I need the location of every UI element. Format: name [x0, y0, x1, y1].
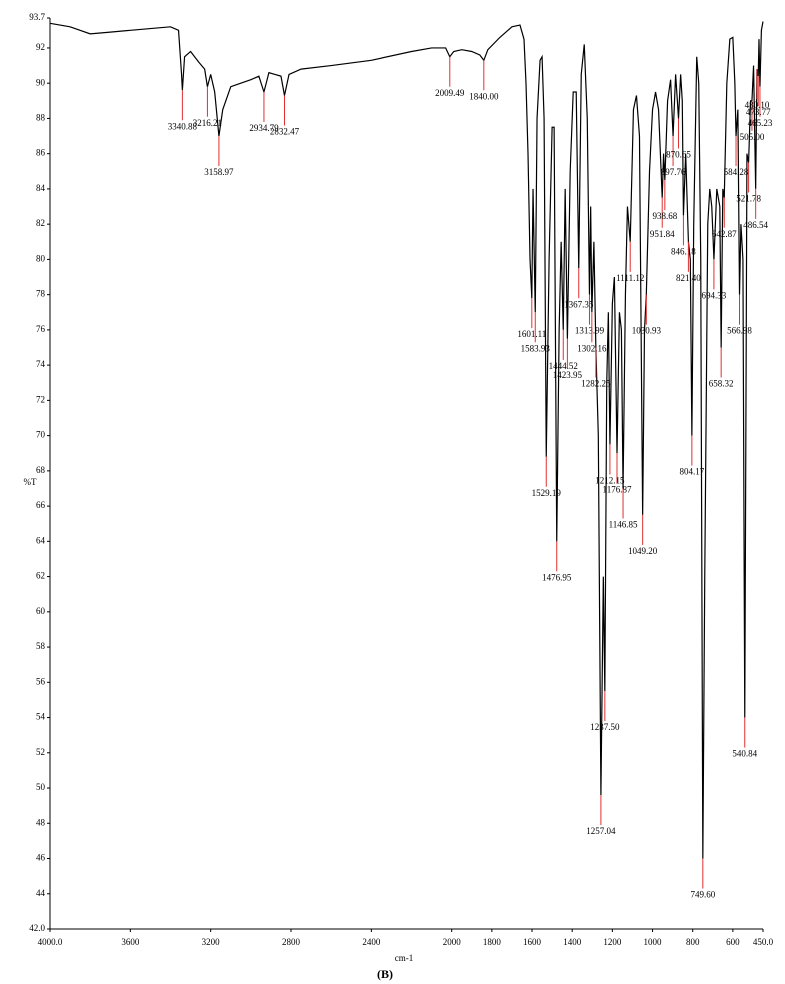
peak-label: 505.00 [740, 132, 765, 142]
y-tick-label: 80 [36, 253, 46, 263]
y-tick-label: 60 [36, 606, 46, 616]
x-axis-label: cm-1 [395, 953, 414, 963]
x-tick-label: 1200 [603, 937, 622, 947]
x-tick-label: 3200 [202, 937, 221, 947]
peak-label: 2832.47 [270, 127, 300, 137]
y-tick-label: 62 [36, 571, 45, 581]
peak-label: 2009.49 [435, 88, 465, 98]
peak-label: 1444.52 [549, 361, 578, 371]
peak-label: 1111.12 [616, 273, 644, 283]
peak-label: 3158.97 [204, 167, 234, 177]
peak-label: 821.40 [676, 273, 701, 283]
peak-label: 1423.95 [553, 370, 583, 380]
peak-label: 1313.99 [575, 326, 605, 336]
peak-label: 486.54 [743, 220, 768, 230]
x-tick-label: 1400 [563, 937, 582, 947]
y-tick-label: 52 [36, 747, 45, 757]
x-tick-label: 1800 [483, 937, 502, 947]
peak-label: 938.68 [652, 211, 677, 221]
peak-label: 1146.85 [609, 520, 638, 530]
peak-label: 1583.93 [521, 343, 551, 353]
y-tick-label: 50 [36, 782, 46, 792]
y-tick-label: 70 [36, 430, 46, 440]
y-tick-label: 46 [36, 853, 46, 863]
y-tick-label: 64 [36, 535, 46, 545]
y-tick-label: 66 [36, 500, 46, 510]
x-tick-label: 1000 [644, 937, 663, 947]
peak-label: 694.33 [702, 290, 727, 300]
y-tick-label: 48 [36, 817, 46, 827]
y-tick-label: 90 [36, 77, 46, 87]
y-tick-label: 56 [36, 676, 46, 686]
x-tick-label: 4000.0 [38, 937, 63, 947]
peak-label: 540.84 [732, 749, 757, 759]
x-tick-label: 3600 [121, 937, 140, 947]
y-tick-label: 58 [36, 641, 46, 651]
peak-label: 951.84 [650, 229, 675, 239]
peak-label: 870.65 [666, 150, 691, 160]
peak-label: 1176.87 [603, 484, 632, 494]
y-tick-label: 42.0 [29, 923, 45, 933]
peak-label: 1212.15 [595, 475, 625, 485]
peak-label: 846.18 [671, 246, 696, 256]
x-tick-label: 1600 [523, 937, 542, 947]
peak-label: 584.28 [724, 167, 749, 177]
peak-label: 3340.88 [168, 121, 198, 131]
x-tick-label: 800 [686, 937, 700, 947]
peak-label: 1302.16 [577, 343, 607, 353]
peak-label: 1476.95 [542, 572, 572, 582]
x-tick-label: 450.0 [753, 937, 774, 947]
y-tick-label: 84 [36, 183, 46, 193]
peak-label: 1840.00 [469, 91, 499, 101]
peak-label: 465.23 [748, 118, 773, 128]
x-tick-label: 2400 [362, 937, 381, 947]
spectrum-line [49, 21, 764, 859]
peak-label: 1601.11 [517, 329, 546, 339]
y-tick-label: 86 [36, 148, 46, 158]
y-tick-label: 93.7 [29, 12, 45, 22]
peak-label: 749.60 [690, 890, 715, 900]
peak-label: 658.32 [709, 379, 734, 389]
peak-label: 804.17 [679, 467, 704, 477]
y-tick-label: 68 [36, 465, 46, 475]
peak-label: 2934.79 [249, 123, 279, 133]
peak-label: 473.77 [746, 107, 771, 117]
y-axis-label: %T [24, 477, 37, 487]
peak-label: 897.76 [661, 167, 686, 177]
peak-label: 1049.20 [628, 546, 658, 556]
peak-label: 1367.35 [564, 299, 594, 309]
y-tick-label: 82 [36, 218, 45, 228]
y-tick-label: 92 [36, 42, 45, 52]
y-tick-label: 72 [36, 394, 45, 404]
peak-label: 1282.25 [581, 379, 611, 389]
x-tick-label: 2800 [282, 937, 301, 947]
y-tick-label: 78 [36, 289, 46, 299]
peak-label: 642.87 [712, 229, 737, 239]
y-tick-label: 44 [36, 888, 46, 898]
y-tick-label: 76 [36, 324, 46, 334]
caption: (B) [377, 967, 393, 981]
peak-label: 480.10 [745, 100, 770, 110]
peak-label: 1257.04 [586, 826, 616, 836]
y-tick-label: 74 [36, 359, 46, 369]
peak-label: 1030.93 [632, 326, 662, 336]
peak-label: 3216.21 [193, 118, 222, 128]
peak-label: 566.98 [727, 326, 752, 336]
x-tick-label: 600 [726, 937, 740, 947]
y-tick-label: 88 [36, 113, 46, 123]
peak-label: 1237.50 [590, 722, 620, 732]
y-tick-label: 54 [36, 712, 46, 722]
peak-label: 1529.19 [532, 488, 562, 498]
x-tick-label: 2000 [443, 937, 462, 947]
peak-label: 521.78 [736, 194, 761, 204]
